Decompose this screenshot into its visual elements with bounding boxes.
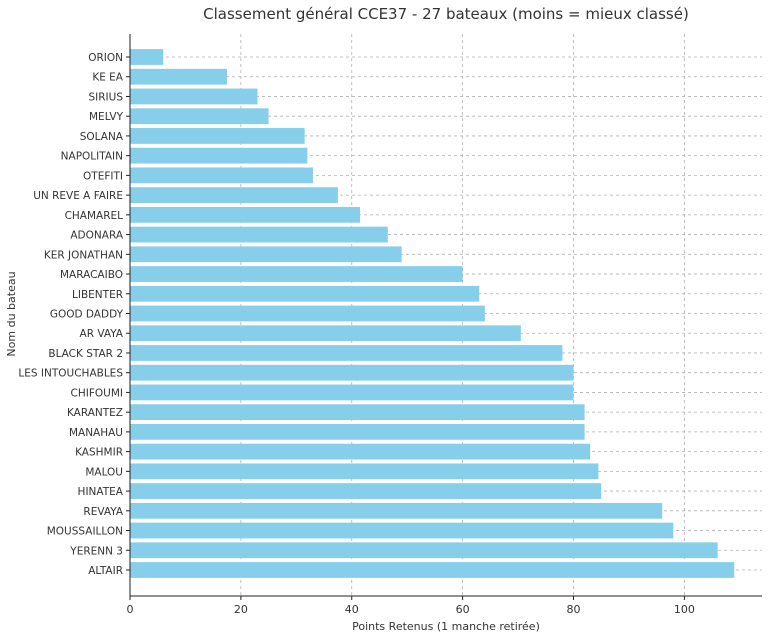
bar <box>130 463 599 480</box>
category-label: OTEFITI <box>83 170 123 182</box>
bar <box>130 423 585 440</box>
category-label: SOLANA <box>80 131 124 143</box>
bar <box>130 522 674 539</box>
category-label: MOUSSAILLON <box>47 526 123 538</box>
category-label: UN REVE A FAIRE <box>33 190 123 202</box>
category-label: NAPOLITAIN <box>61 151 123 163</box>
x-tick-label: 80 <box>567 603 581 616</box>
y-axis-label: Nom du bateau <box>5 271 18 356</box>
category-label: ORION <box>88 52 123 64</box>
bar <box>130 246 402 263</box>
category-label: KASHMIR <box>75 447 123 459</box>
x-tick-label: 0 <box>127 603 134 616</box>
bar <box>130 542 718 559</box>
bar <box>130 68 228 85</box>
bar <box>130 108 269 125</box>
bars-layer <box>130 49 735 578</box>
bar <box>130 502 663 519</box>
bar <box>130 345 563 361</box>
category-label: KARANTEZ <box>67 407 123 419</box>
bar <box>130 226 388 243</box>
category-label: BLACK STAR 2 <box>48 348 123 360</box>
category-label: AR VAYA <box>80 328 124 340</box>
category-label: KER JONATHAN <box>44 249 123 261</box>
category-label: MARACAIBO <box>60 269 123 281</box>
bar <box>130 167 313 184</box>
x-tick-label: 60 <box>456 603 470 616</box>
category-label: CHAMAREL <box>65 210 124 222</box>
bar <box>130 147 308 164</box>
bar <box>130 562 735 578</box>
bar <box>130 206 361 223</box>
category-label: ADONARA <box>70 230 123 242</box>
category-label: YERENN 3 <box>69 545 123 557</box>
bar <box>130 285 480 302</box>
category-label: LIBENTER <box>72 289 123 301</box>
x-tick-label: 20 <box>234 603 248 616</box>
bar <box>130 266 463 282</box>
bar <box>130 443 591 460</box>
bar <box>130 325 521 342</box>
bar <box>130 187 338 204</box>
bar <box>130 128 305 144</box>
x-axis-label: Points Retenus (1 manche retirée) <box>352 620 540 633</box>
category-label: ALTAIR <box>88 565 123 577</box>
bar <box>130 483 602 499</box>
bar <box>130 384 574 401</box>
x-tick-label: 100 <box>674 603 695 616</box>
bar <box>130 49 164 65</box>
x-tick-label: 40 <box>345 603 359 616</box>
chart-title: Classement général CCE37 - 27 bateaux (m… <box>203 5 689 23</box>
category-label: LES INTOUCHABLES <box>18 368 123 380</box>
category-label: KE EA <box>92 72 123 84</box>
category-label: SIRIUS <box>88 91 123 103</box>
category-label: MALOU <box>85 466 123 478</box>
category-label: HINATEA <box>78 486 124 498</box>
bar <box>130 88 258 105</box>
category-label: MANAHAU <box>69 427 123 439</box>
axes-layer: 0 20 40 60 80 100 ORION KE EA SIRIUS MELVY SOLANA N… <box>18 34 762 616</box>
bar <box>130 404 585 421</box>
category-label: GOOD DADDY <box>50 309 124 321</box>
category-label: MELVY <box>89 111 124 123</box>
category-label: CHIFOUMI <box>71 387 123 399</box>
bar <box>130 364 574 381</box>
bar <box>130 305 485 322</box>
category-label: REVAYA <box>83 506 123 518</box>
